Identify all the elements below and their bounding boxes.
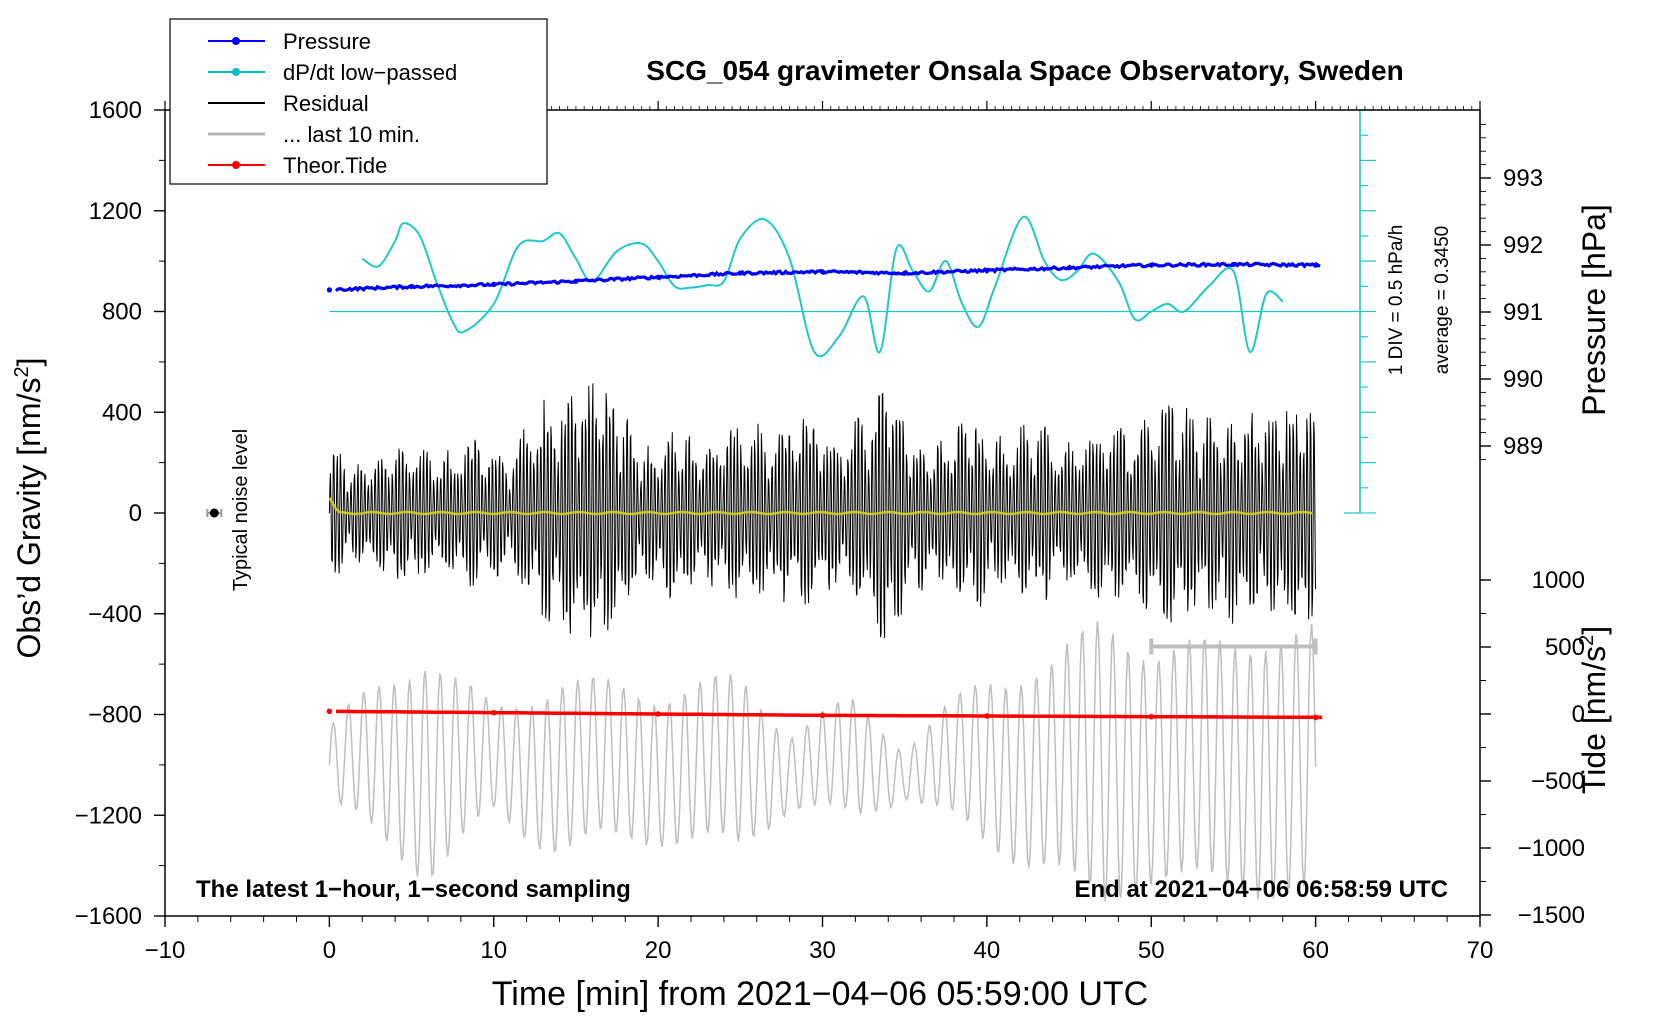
pressure-tick-label: 992 (1503, 232, 1543, 259)
x-tick-label: 10 (480, 937, 507, 964)
y-axis-label-tide: Tide [nm/s2] (1576, 626, 1612, 794)
pressure-point (409, 283, 415, 290)
x-tick-label: 70 (1467, 937, 1494, 964)
tide-tick-label: 0 (1572, 701, 1585, 728)
tide-point (655, 711, 661, 717)
legend-label: Residual (283, 91, 369, 116)
x-axis-label: Time [min] from 2021−04−06 05:59:00 UTC (492, 975, 1148, 1013)
tide-label-end: ] (1576, 626, 1612, 635)
y-tick-label: −1600 (75, 903, 142, 930)
pressure-point (655, 274, 661, 280)
tide-tick-label: 1000 (1532, 567, 1585, 594)
scale-div-label: 1 DIV = 0.5 hPa/h (1386, 225, 1407, 376)
tide-tick-label: 500 (1545, 634, 1585, 661)
tide-label-sup: 2 (1576, 635, 1598, 646)
tide-trace (336, 709, 1323, 720)
y-tick-label: 800 (102, 299, 142, 326)
legend-label: Theor.Tide (283, 153, 387, 178)
residual-smoothed-trace (328, 497, 1313, 516)
tide-label-main: Tide [nm/s (1576, 646, 1612, 794)
legend-label: Pressure (283, 29, 371, 54)
legend-marker (232, 68, 240, 76)
noise-level-label: Typical noise level (230, 429, 252, 591)
pressure-point (491, 281, 497, 288)
pressure-point (573, 278, 579, 284)
pressure-point (1148, 262, 1154, 268)
x-tick-label: 30 (809, 937, 836, 964)
tide-point (326, 708, 333, 715)
y-tick-label: −800 (88, 702, 142, 729)
legend-marker (232, 37, 240, 45)
pressure-tick-label: 991 (1503, 299, 1543, 326)
pressure-tick-label: 990 (1503, 366, 1543, 393)
tide-point (1312, 714, 1319, 721)
pressure-trace (334, 261, 1321, 293)
tide-tick-label: −1000 (1518, 835, 1585, 862)
tide-point (1148, 713, 1155, 720)
legend-label: ... last 10 min. (283, 122, 420, 147)
bottom-left-caption: The latest 1−hour, 1−second sampling (196, 876, 631, 903)
legend-marker (232, 161, 240, 169)
x-tick-label: 20 (645, 937, 672, 964)
residual-trace (328, 383, 1316, 639)
y-tick-label: −1200 (75, 802, 142, 829)
pressure-point (819, 269, 826, 275)
pressure-point (984, 267, 990, 274)
x-tick-label: 60 (1302, 937, 1329, 964)
tide-point (984, 713, 990, 719)
pressure-point (737, 270, 743, 276)
noise-level-marker (209, 508, 219, 518)
pressure-point (902, 270, 908, 276)
y-tick-label: 400 (102, 399, 142, 426)
last-10-min-trace (328, 621, 1317, 902)
pressure-tick-label: 989 (1503, 433, 1543, 460)
tide-point (819, 712, 826, 719)
bottom-right-caption: End at 2021−04−06 06:58:59 UTC (1074, 876, 1448, 903)
y-label-main: Obs’d Gravity [nm/s (11, 378, 47, 659)
average-label: average = 0.3450 (1432, 226, 1453, 374)
y-label-sup: 2 (11, 366, 33, 377)
y-tick-label: 1200 (89, 198, 142, 225)
y-tick-label: 1600 (89, 97, 142, 124)
pressure-point (1230, 261, 1236, 267)
dpdt-curve (361, 215, 1284, 358)
x-tick-label: −10 (145, 937, 186, 964)
legend: Pressure dP/dt low−passed Residual ... last… (169, 18, 548, 185)
y-label-end: ] (11, 358, 47, 367)
pressure-point (326, 287, 332, 293)
chart-title: SCG_054 gravimeter Onsala Space Observat… (646, 55, 1403, 86)
legend-box (169, 18, 548, 185)
y-axis-label-left: Obs’d Gravity [nm/s2] (11, 358, 47, 659)
pressure-point (1313, 262, 1319, 268)
x-tick-label: 50 (1138, 937, 1165, 964)
y-axis-label-pressure: Pressure [hPa] (1576, 204, 1612, 416)
pressure-tick-label: 993 (1503, 165, 1543, 192)
tide-tick-label: −1500 (1518, 902, 1585, 929)
y-tick-label: 0 (129, 500, 142, 527)
tide-point (491, 709, 497, 716)
y-tick-label: −400 (88, 601, 142, 628)
x-tick-label: 0 (323, 937, 336, 964)
legend-label: dP/dt low−passed (283, 60, 457, 85)
pressure-point (1066, 265, 1072, 271)
x-tick-label: 40 (974, 937, 1001, 964)
tide-tick-label: −500 (1531, 768, 1585, 795)
